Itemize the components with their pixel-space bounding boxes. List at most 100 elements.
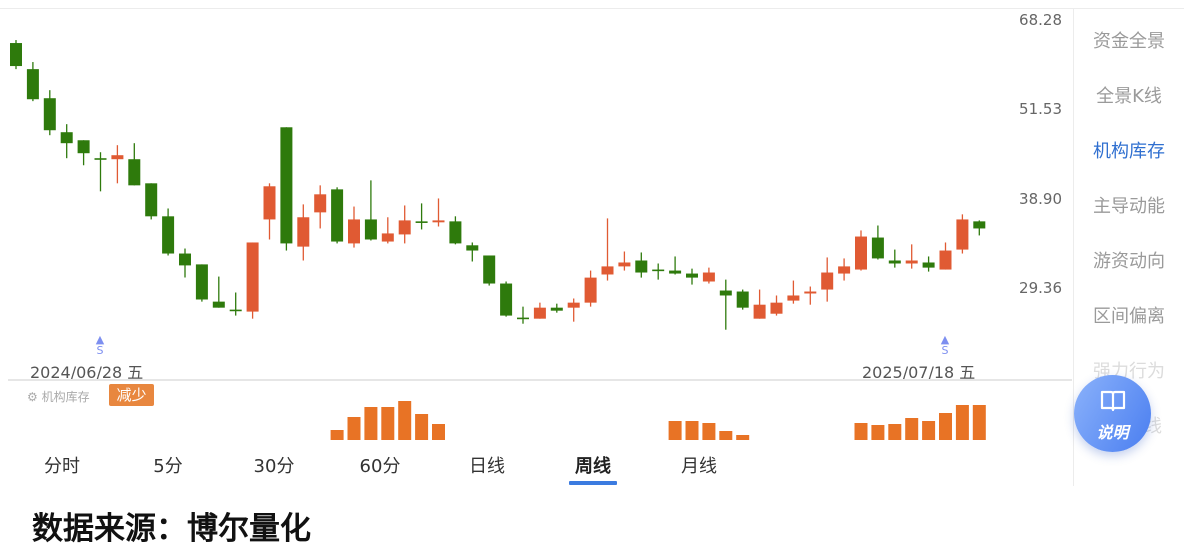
candle[interactable] xyxy=(381,217,394,244)
candle[interactable] xyxy=(736,289,749,310)
candle-body xyxy=(888,260,901,264)
candle[interactable] xyxy=(669,256,682,275)
candle[interactable] xyxy=(77,140,90,166)
candle[interactable] xyxy=(635,252,648,278)
side-item-fund-overview[interactable]: 资金全景 xyxy=(1093,31,1165,52)
indicator-bar xyxy=(972,405,986,440)
tab-weekly[interactable]: 周线 xyxy=(575,456,611,477)
candle[interactable] xyxy=(517,306,529,324)
signal-marker[interactable]: ▲ S xyxy=(95,333,105,357)
candle[interactable] xyxy=(10,40,22,70)
candle[interactable] xyxy=(94,152,107,192)
candle[interactable] xyxy=(128,143,141,186)
candle[interactable] xyxy=(432,198,445,227)
candle[interactable] xyxy=(500,281,513,317)
candle[interactable] xyxy=(364,180,377,241)
candle-body xyxy=(855,236,867,270)
tab-fenshi[interactable]: 分时 xyxy=(44,456,80,477)
candle[interactable] xyxy=(719,279,732,330)
candle[interactable] xyxy=(770,295,783,316)
candle[interactable] xyxy=(973,220,986,236)
candle[interactable] xyxy=(922,256,935,272)
candlestick-chart[interactable] xyxy=(0,0,1072,445)
candle[interactable] xyxy=(229,292,242,316)
candle[interactable] xyxy=(466,242,479,262)
indicator-bar xyxy=(871,425,885,440)
candle[interactable] xyxy=(601,218,614,281)
candle[interactable] xyxy=(787,280,800,304)
candle[interactable] xyxy=(297,204,310,261)
tab-60min[interactable]: 60分 xyxy=(359,456,401,477)
candle-body xyxy=(753,304,766,319)
candle[interactable] xyxy=(804,286,817,305)
candle[interactable] xyxy=(145,183,158,220)
start-date-label: 2024/06/28 五 xyxy=(30,363,144,382)
candle[interactable] xyxy=(584,270,597,307)
candle[interactable] xyxy=(449,216,462,245)
candle[interactable] xyxy=(398,205,411,244)
candle[interactable] xyxy=(567,298,580,322)
candle[interactable] xyxy=(838,258,851,281)
tab-monthly[interactable]: 月线 xyxy=(681,456,717,477)
candle-body xyxy=(60,132,73,144)
indicator-bar xyxy=(330,430,344,440)
candle[interactable] xyxy=(939,242,952,270)
candle[interactable] xyxy=(26,62,39,102)
candle-body xyxy=(415,221,428,223)
candle[interactable] xyxy=(60,124,73,159)
indicator-bar xyxy=(905,418,919,440)
tab-daily[interactable]: 日线 xyxy=(469,456,505,477)
candle[interactable] xyxy=(855,230,867,271)
candle[interactable] xyxy=(331,187,344,244)
candle-body xyxy=(956,219,969,250)
candle[interactable] xyxy=(533,302,546,319)
candle[interactable] xyxy=(483,255,496,286)
candle[interactable] xyxy=(686,268,698,285)
candle[interactable] xyxy=(43,90,56,136)
help-button-label: 说明 xyxy=(1096,423,1129,442)
candle[interactable] xyxy=(348,206,360,248)
candle-body xyxy=(973,221,986,229)
indicator-status-badge: 减少 xyxy=(109,384,154,406)
indicator-bar xyxy=(719,431,733,440)
candle[interactable] xyxy=(905,244,918,269)
indicator-label[interactable]: ⚙ 机构库存 xyxy=(27,388,90,405)
side-item-range-deviation[interactable]: 区间偏离 xyxy=(1093,306,1165,327)
candle[interactable] xyxy=(753,289,766,319)
candle[interactable] xyxy=(314,185,327,229)
signal-marker[interactable]: ▲ S xyxy=(940,333,950,357)
indicator-name: 机构库存 xyxy=(41,390,90,404)
candle-body xyxy=(111,155,124,160)
candle[interactable] xyxy=(212,276,225,308)
candle[interactable] xyxy=(162,208,175,256)
candle[interactable] xyxy=(956,214,969,254)
candle[interactable] xyxy=(263,183,276,240)
candle[interactable] xyxy=(618,251,631,271)
candle-body xyxy=(567,302,580,308)
side-item-panorama-kline[interactable]: 全景K线 xyxy=(1096,86,1162,107)
candle[interactable] xyxy=(111,145,124,184)
candle[interactable] xyxy=(821,257,834,302)
side-item-institution-inventory[interactable]: 机构库存 xyxy=(1093,141,1165,162)
candle[interactable] xyxy=(888,249,901,268)
candle[interactable] xyxy=(652,263,665,280)
candle-body xyxy=(533,307,546,319)
candle[interactable] xyxy=(246,242,259,319)
tab-5min[interactable]: 5分 xyxy=(153,456,183,477)
tab-30min[interactable]: 30分 xyxy=(253,456,295,477)
candle[interactable] xyxy=(179,248,191,278)
side-item-dominant-momentum[interactable]: 主导动能 xyxy=(1093,196,1165,217)
candle[interactable] xyxy=(871,225,884,260)
help-button[interactable]: 说明 xyxy=(1074,375,1151,452)
side-item-hot-money[interactable]: 游资动向 xyxy=(1093,251,1165,272)
candle[interactable] xyxy=(702,267,715,284)
axis-tick-label: 38.90 xyxy=(1019,189,1062,208)
candle[interactable] xyxy=(550,303,563,313)
candle-body xyxy=(348,219,360,244)
book-icon xyxy=(1100,390,1126,412)
candle[interactable] xyxy=(415,203,428,230)
candle-body xyxy=(702,272,715,282)
candle[interactable] xyxy=(280,127,293,251)
candle[interactable] xyxy=(195,264,208,302)
indicator-bar xyxy=(381,407,395,440)
